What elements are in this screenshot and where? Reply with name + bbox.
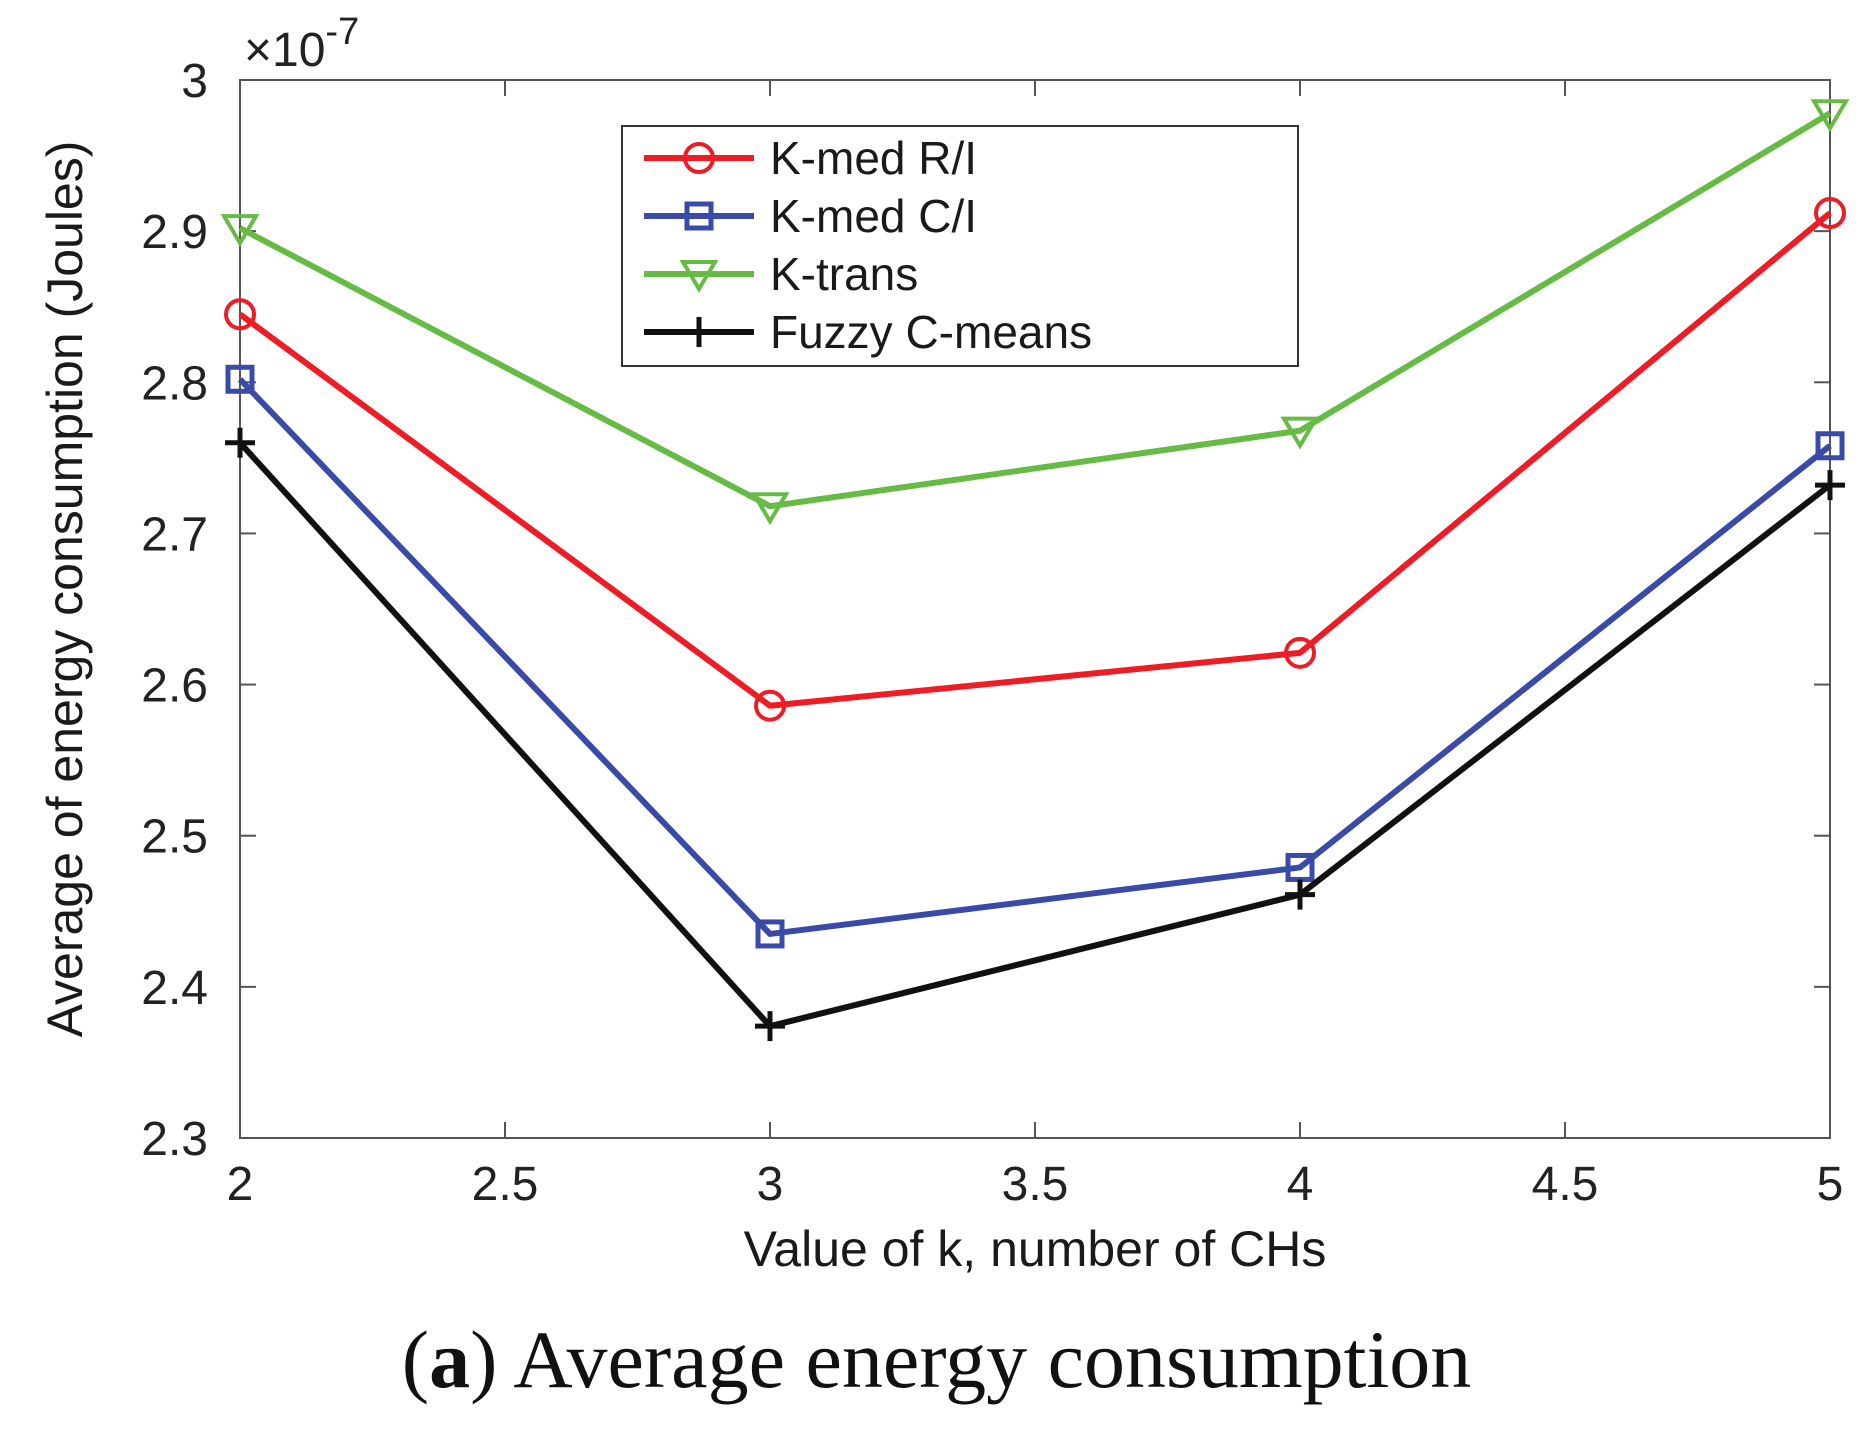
series-1 [225, 364, 1845, 949]
data-point [224, 298, 256, 331]
legend-marker [679, 260, 719, 293]
y-tick-label: 2.6 [141, 660, 208, 713]
legend-label: K-med R/I [770, 132, 977, 184]
legend-item: K-med C/I [644, 190, 977, 242]
data-point [225, 364, 255, 394]
y-tick-label: 2.3 [141, 1113, 208, 1166]
y-exponent-power: -7 [325, 11, 359, 53]
data-point [1814, 197, 1846, 230]
line-chart: 2 2.5 3 3.5 4 4.5 5 2.3 2.4 2.5 2.6 2.7 2.8 2.9 3 ×10-7… [37, 11, 1850, 1277]
legend: K-med R/I K-med C/I K-trans Fuzzy C-means [621, 125, 1299, 367]
y-tick-label: 2.9 [141, 206, 208, 259]
x-tick-label: 4 [1287, 1158, 1314, 1211]
data-point [1815, 431, 1845, 461]
data-point [755, 1011, 785, 1042]
data-point [1280, 416, 1320, 450]
plot-area: 2 2.5 3 3.5 4 4.5 5 2.3 2.4 2.5 2.6 2.7 2.8 2.9 3 ×10-7… [37, 11, 1850, 1277]
x-tick-label: 2 [227, 1158, 254, 1211]
legend-item: K-trans [644, 248, 918, 300]
series-line [238, 110, 1832, 510]
caption-close-paren: ) [470, 1314, 498, 1405]
y-tick-label: 2.5 [141, 811, 208, 864]
x-tick-label: 2.5 [472, 1158, 539, 1211]
x-tick-label: 4.5 [1532, 1158, 1599, 1211]
legend-label: Fuzzy C-means [770, 306, 1092, 358]
data-point [750, 492, 790, 526]
series-3 [225, 427, 1845, 1042]
data-point [1285, 879, 1315, 910]
legend-marker [684, 201, 714, 231]
data-point [1285, 852, 1315, 882]
caption-open-paren: ( [401, 1314, 430, 1405]
data-point [1815, 470, 1845, 501]
caption-text: Average energy consumption [497, 1314, 1472, 1405]
figure-caption: (a) Average energy consumption [0, 1290, 1873, 1430]
legend-box [621, 125, 1299, 367]
series-2 [220, 99, 1850, 526]
y-tick-label: 3 [181, 55, 208, 108]
legend-marker [684, 317, 714, 347]
legend-label: K-med C/I [770, 190, 977, 242]
x-axis-label: Value of k, number of CHs [744, 1221, 1327, 1277]
data-point [754, 689, 786, 722]
data-point [225, 427, 255, 458]
legend-label: K-trans [770, 248, 918, 300]
series-line [237, 440, 1832, 1030]
series-0 [224, 197, 1846, 722]
legend-item: Fuzzy C-means [644, 306, 1092, 358]
y-exponent-label: ×10-7 [244, 11, 359, 77]
y-tick-label: 2.8 [141, 357, 208, 410]
series-line [238, 210, 1832, 709]
data-point [755, 919, 785, 949]
legend-item: K-med R/I [644, 132, 977, 184]
y-tick-label: 2.4 [141, 962, 208, 1015]
y-axis-label: Average of energy consumption (Joules) [37, 141, 93, 1038]
caption-label: a [429, 1314, 471, 1405]
x-tick-label: 5 [1817, 1158, 1844, 1211]
y-tick-label: 2.7 [141, 508, 208, 561]
data-point [220, 214, 260, 248]
data-point [1284, 636, 1316, 669]
x-tick-label: 3.5 [1002, 1158, 1069, 1211]
series-line [237, 377, 1832, 937]
x-tick-label: 3 [757, 1158, 784, 1211]
legend-marker [683, 142, 715, 174]
data-point [1810, 99, 1850, 133]
